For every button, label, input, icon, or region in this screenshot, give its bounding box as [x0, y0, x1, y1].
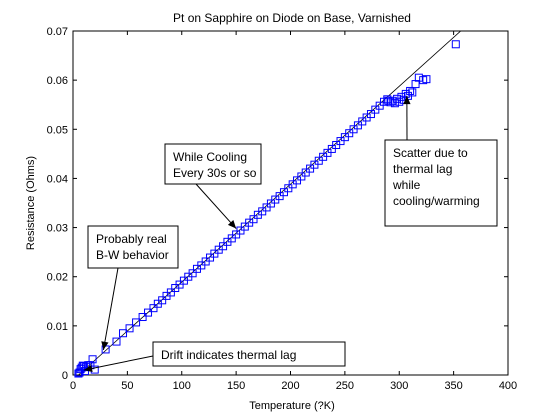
x-tick-label: 200 — [281, 380, 299, 392]
data-point — [406, 86, 415, 95]
y-tick-label: 0 — [62, 370, 68, 382]
y-tick-label: 0.02 — [47, 272, 68, 284]
data-point — [395, 97, 404, 106]
data-point — [219, 242, 228, 251]
annotation-text: Probably real — [96, 232, 167, 246]
annotation-text: Every 30s or so — [173, 166, 257, 180]
annotation-arrow-line — [83, 355, 154, 371]
data-point — [158, 296, 167, 305]
annotation-arrowhead — [101, 341, 109, 350]
y-axis-label: Resistance (Ohms) — [25, 156, 37, 250]
data-point — [166, 288, 175, 297]
annotation-arrowhead — [403, 95, 411, 105]
data-point — [366, 110, 375, 119]
axes: 0 50 100 150 200 250 300 350 400 0 0.01 0.02 0.03 0.0… — [47, 26, 518, 392]
annotation-text: Scatter due to — [393, 146, 468, 160]
annotation-text: while — [392, 178, 421, 192]
annotation: Scatter due to thermal lag while cooling/wa… — [384, 95, 498, 227]
x-tick-label: 400 — [499, 380, 517, 392]
y-tick-label: 0.07 — [47, 26, 68, 38]
x-tick-label: 350 — [444, 380, 462, 392]
x-tick-label: 150 — [227, 380, 245, 392]
annotation-text: B-W behavior — [96, 248, 169, 262]
y-tick-label: 0.04 — [47, 173, 68, 185]
annotation-box — [152, 341, 346, 367]
annotation: Drift indicates thermal lag — [83, 341, 346, 373]
data-markers — [74, 40, 460, 378]
data-point — [451, 40, 460, 49]
annotation-box — [87, 225, 179, 269]
x-tick-label: 300 — [390, 380, 408, 392]
data-point — [422, 75, 431, 84]
data-point — [249, 215, 258, 224]
x-tick-label: 0 — [70, 380, 76, 392]
annotation-arrowhead — [83, 364, 93, 373]
y-tick-label: 0.01 — [47, 321, 68, 333]
x-axis-label: Temperature (?K) — [249, 400, 335, 412]
data-point — [188, 269, 197, 278]
x-tick-label: 50 — [121, 380, 133, 392]
y-tick-label: 0.06 — [47, 75, 68, 87]
data-point — [88, 355, 97, 364]
x-tick-label: 100 — [173, 380, 191, 392]
data-point — [119, 329, 128, 338]
y-tick-label: 0.05 — [47, 124, 68, 136]
annotation-arrow-line — [102, 267, 119, 351]
annotation-box — [164, 143, 262, 185]
annotation-arrow-line — [195, 183, 237, 229]
data-point — [138, 313, 147, 322]
chart-title: Pt on Sapphire on Diode on Base, Varnish… — [173, 11, 411, 25]
data-point — [414, 73, 423, 82]
annotation-box — [384, 139, 498, 227]
annotation-arrowhead — [227, 219, 237, 229]
annotations: While Cooling Every 30s or so Scatter due … — [83, 95, 498, 373]
data-point — [408, 88, 417, 97]
data-point — [144, 308, 153, 317]
data-point — [149, 304, 158, 313]
annotation: While Cooling Every 30s or so — [164, 143, 262, 229]
annotation-text: cooling/warming — [393, 194, 480, 208]
data-point — [125, 324, 134, 333]
annotation: Probably real B-W behavior — [87, 225, 179, 351]
data-point — [390, 99, 399, 108]
x-tick-label: 250 — [336, 380, 354, 392]
annotation-text: thermal lag — [393, 162, 452, 176]
data-point — [132, 318, 141, 327]
y-tick-label: 0.03 — [47, 223, 68, 235]
annotation-text: While Cooling — [173, 150, 247, 164]
data-point — [112, 337, 121, 346]
annotation-text: Drift indicates thermal lag — [161, 348, 296, 362]
